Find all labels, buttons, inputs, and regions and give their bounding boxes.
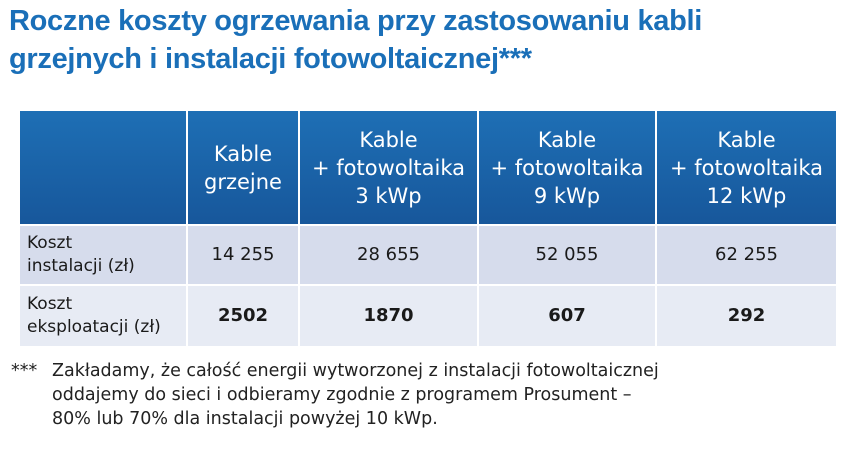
- table-row-operating-cost: Koszt eksploatacji (zł) 2502 1870 607 29…: [20, 284, 836, 346]
- header-cables-pv-3kwp: Kable + fotowoltaika 3 kWp: [298, 111, 478, 225]
- title-line-2: grzejnych i instalacji fotowoltaicznej**…: [9, 43, 532, 75]
- table-row-installation-cost: Koszt instalacji (zł) 14 255 28 655 52 0…: [20, 224, 836, 285]
- header-heating-cables: Kable grzejne: [186, 111, 299, 225]
- header-empty-cell: [20, 111, 187, 225]
- footnote-text: Zakładamy, że całość energii wytworzonej…: [52, 361, 659, 429]
- footnote-mark: ***: [11, 361, 38, 381]
- row-label: Koszt instalacji (zł): [20, 224, 187, 285]
- heating-costs-table: Kable grzejne Kable + fotowoltaika 3 kWp…: [20, 111, 836, 346]
- table-cell: 1870: [298, 284, 478, 346]
- row-label: Koszt eksploatacji (zł): [20, 284, 187, 346]
- table-cell: 2502: [186, 284, 299, 346]
- table-cell: 292: [655, 284, 836, 346]
- page-title: Roczne koszty ogrzewania przy zastosowan…: [9, 2, 839, 78]
- table-header-row: Kable grzejne Kable + fotowoltaika 3 kWp…: [20, 111, 836, 225]
- table-cell: 28 655: [298, 224, 478, 285]
- title-line-1: Roczne koszty ogrzewania przy zastosowan…: [9, 5, 703, 37]
- table-cell: 62 255: [655, 224, 836, 285]
- header-cables-pv-9kwp: Kable + fotowoltaika 9 kWp: [477, 111, 656, 225]
- header-cables-pv-12kwp: Kable + fotowoltaika 12 kWp: [655, 111, 836, 225]
- table-cell: 607: [477, 284, 656, 346]
- table-cell: 14 255: [186, 224, 299, 285]
- table-cell: 52 055: [477, 224, 656, 285]
